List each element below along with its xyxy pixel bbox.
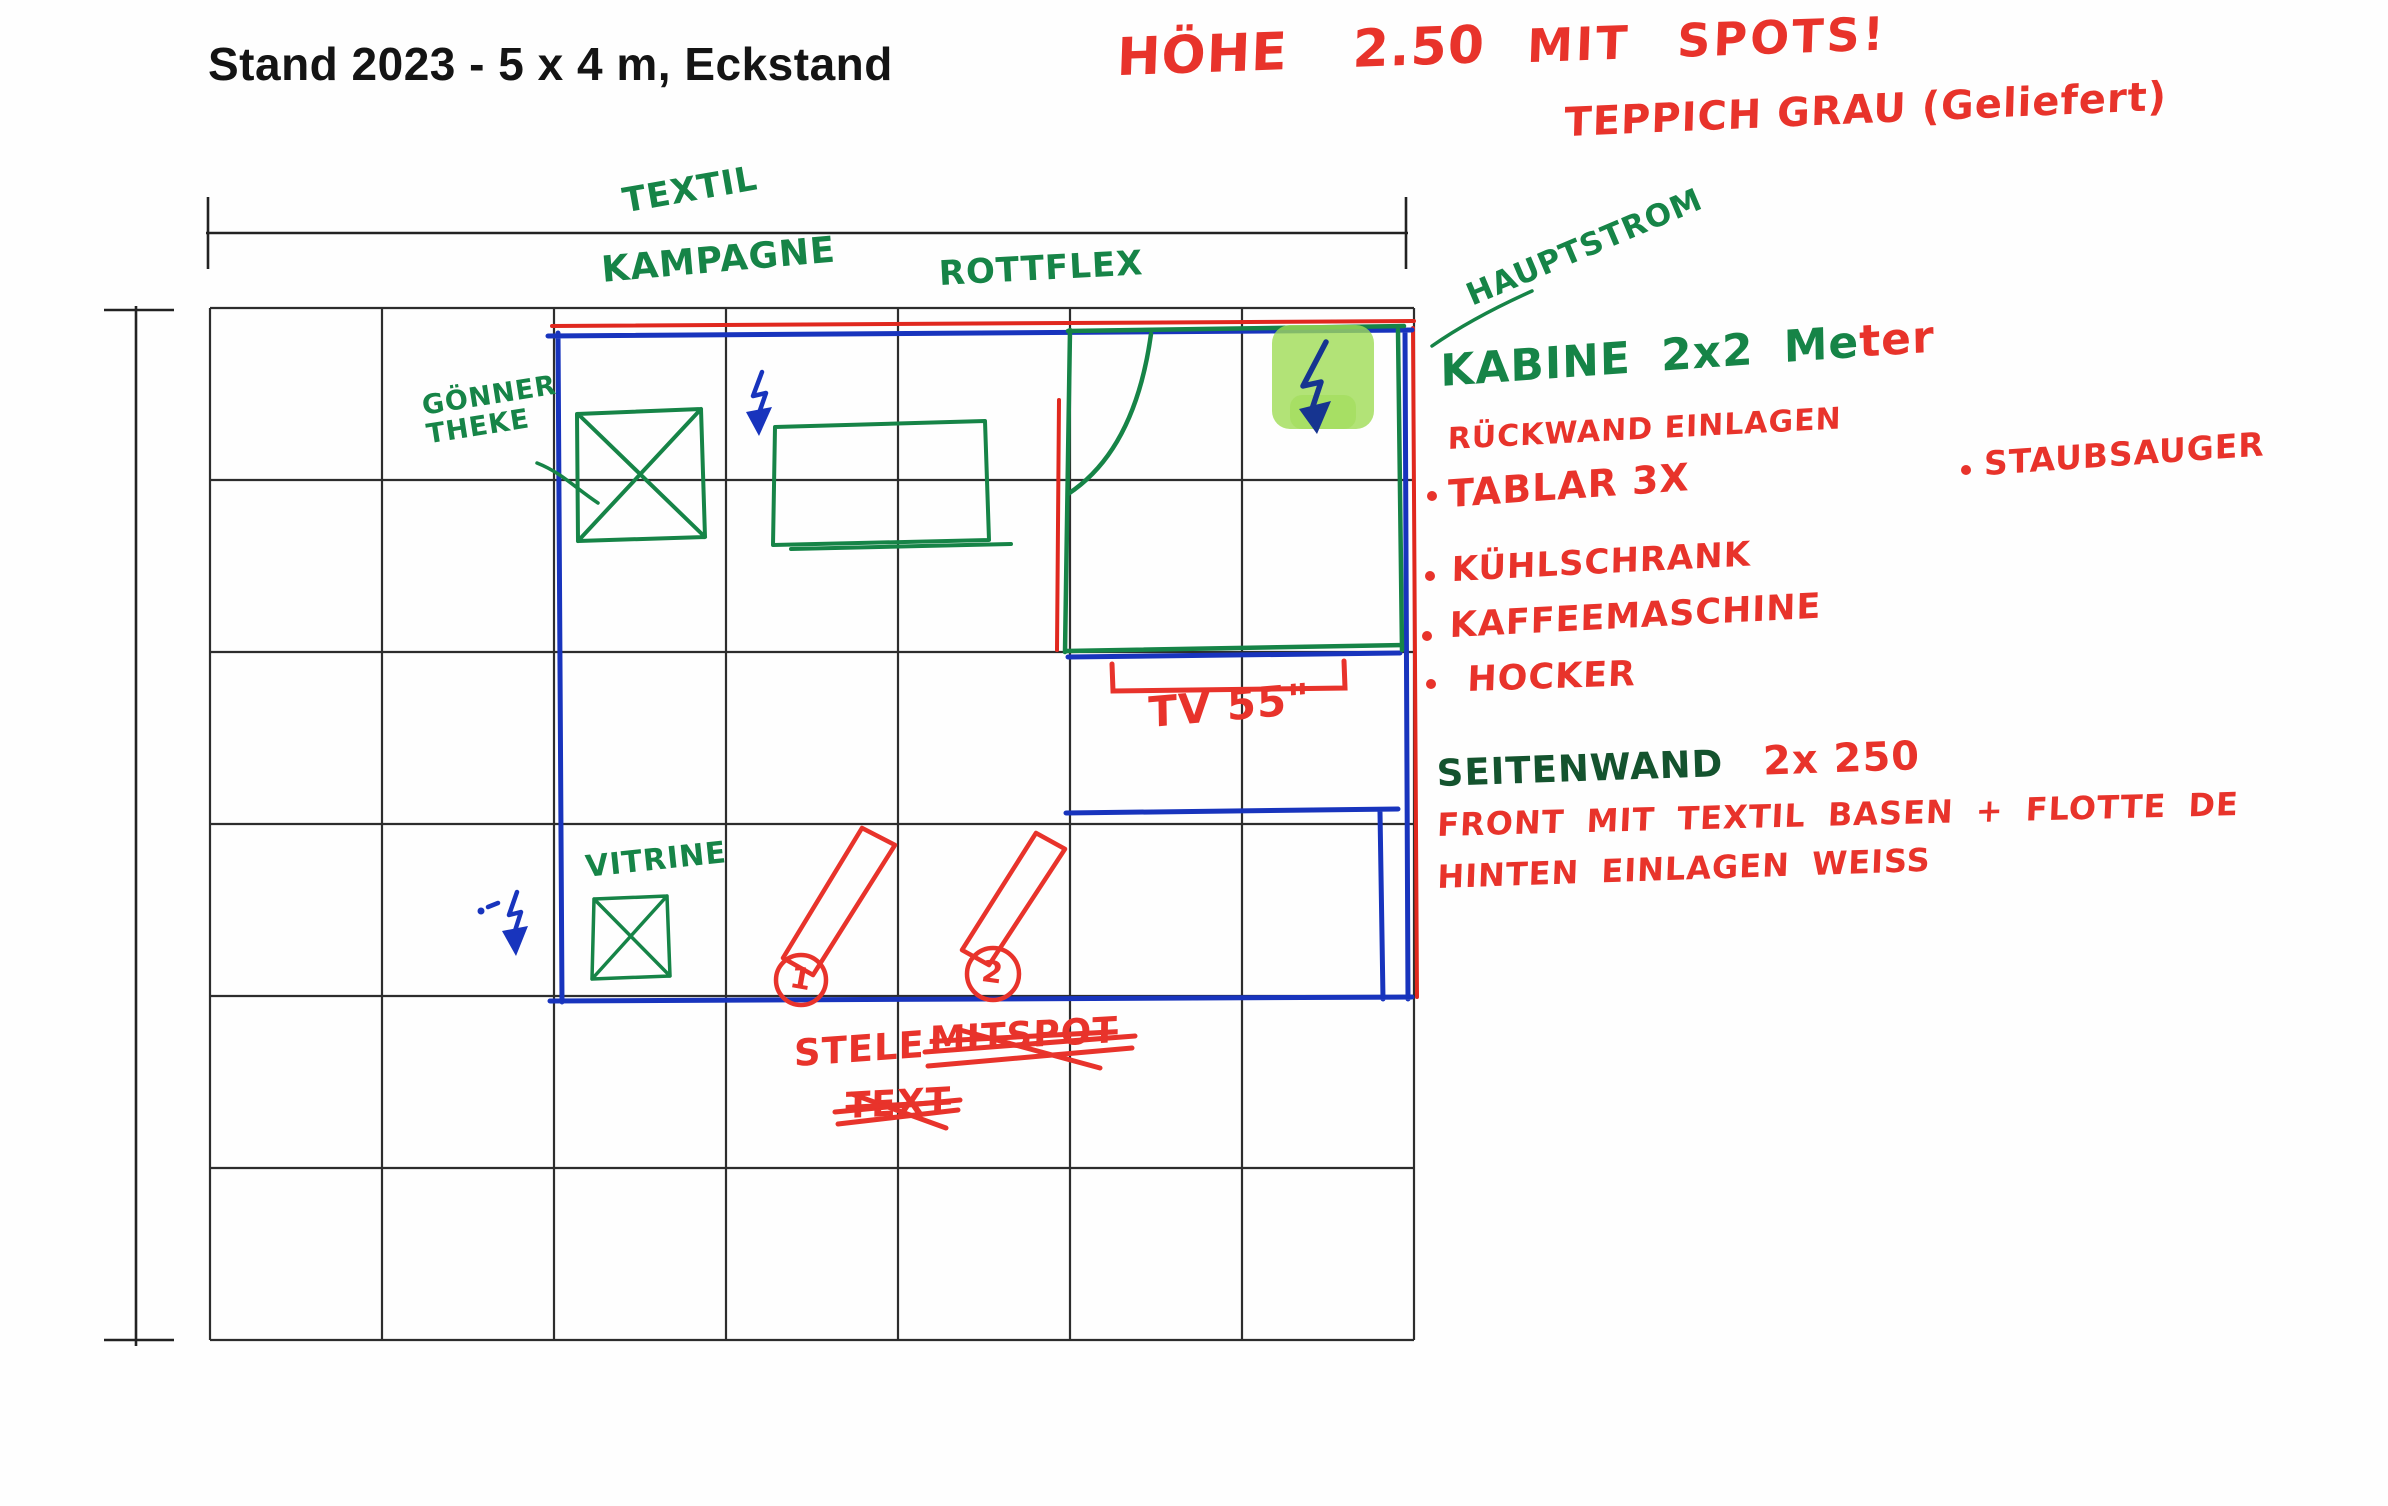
cabin-outline: [1062, 323, 1407, 655]
power-bolt-icon: [1299, 339, 1331, 434]
stele1-circle: [773, 952, 829, 1008]
stele-bars: [773, 825, 1068, 1008]
arrow-heads: [477, 407, 772, 956]
page-title: Stand 2023 - 5 x 4 m, Eckstand: [208, 38, 893, 90]
bullet-dots: [1422, 465, 1971, 689]
height-note: HÖHE 2.50: [1115, 15, 1487, 89]
grid-lines: [208, 306, 1416, 1342]
counter-rect: [771, 419, 1013, 551]
red-wall-lines: [550, 319, 1419, 999]
stele2-number: 2: [979, 954, 1005, 992]
vitrine-xbox: [590, 894, 672, 981]
seitenwand-dim: 2x 250: [1762, 733, 1921, 785]
strike-scribbles: [832, 1027, 1138, 1131]
stele-label: STELE: [794, 1022, 925, 1076]
stele2-circle: [964, 945, 1022, 1003]
equipment-hocker: HOCKER: [1466, 654, 1637, 701]
kabine-note-red: ter: [1858, 311, 1936, 368]
arrow-down-icon: [485, 369, 769, 937]
goenner-connector: [535, 461, 600, 505]
door-arc: [1065, 331, 1154, 497]
stele-struck-word2: TEXT: [845, 1080, 952, 1128]
annotation-connectors: [535, 289, 1534, 505]
hauptstrom-connector: [1430, 289, 1534, 348]
dimension-lines: [104, 197, 1408, 1346]
stand-outline-blue: [545, 327, 1415, 1005]
tv-bracket: [1109, 658, 1348, 694]
theke-xbox: [575, 407, 707, 543]
